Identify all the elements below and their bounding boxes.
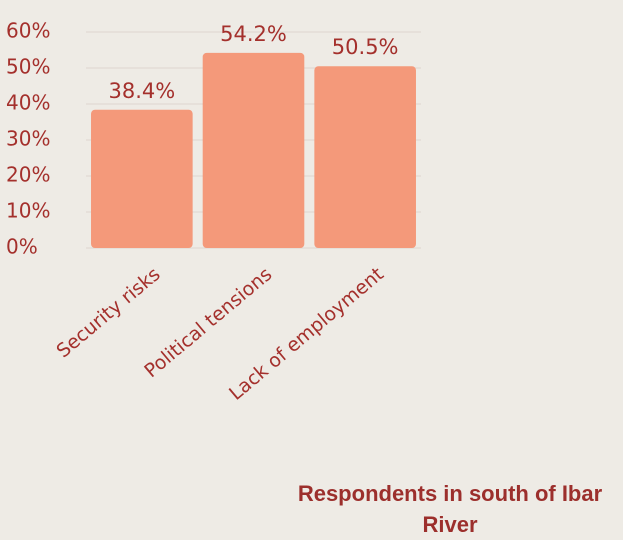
x-axis-label: Respondents in south of Ibar River: [297, 481, 603, 537]
y-tick-label: 40%: [6, 91, 50, 115]
data-label: 50.5%: [332, 35, 399, 59]
data-label: 54.2%: [220, 22, 287, 46]
y-tick-label: 60%: [6, 19, 50, 43]
y-tick-label: 20%: [6, 163, 50, 187]
bar: [91, 109, 193, 248]
bar: [202, 52, 305, 248]
y-tick-label: 10%: [6, 199, 50, 223]
data-label: 38.4%: [108, 79, 175, 103]
x-tick-label: Security risks: [52, 263, 164, 362]
y-tick-label: 50%: [6, 55, 50, 79]
bar: [314, 66, 416, 248]
y-tick-label: 0%: [6, 235, 38, 259]
y-tick-label: 30%: [6, 127, 50, 151]
